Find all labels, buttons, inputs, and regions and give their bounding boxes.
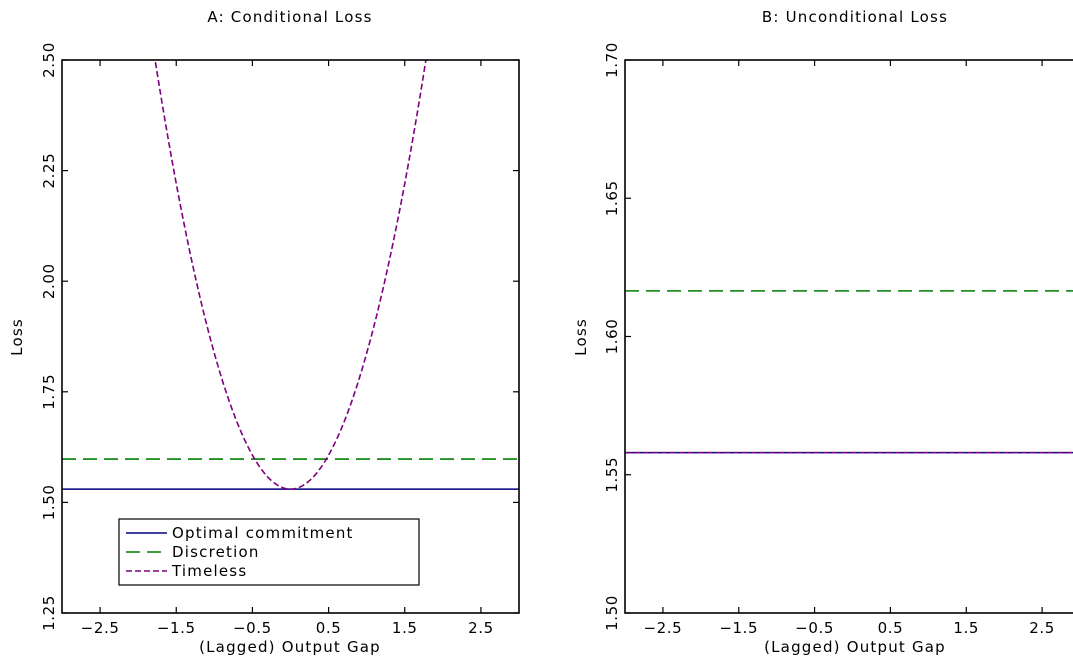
panel-a-xlabel: (Lagged) Output Gap (199, 638, 381, 656)
panel-b-unconditional-loss: B: Unconditional Loss (Lagged) Output Ga… (572, 8, 1073, 656)
panel-a-xtick-label: −2.5 (81, 619, 120, 637)
panel-a-conditional-loss: A: Conditional Loss (Lagged) Output Gap … (8, 8, 520, 656)
panel-b-plot-frame (624, 59, 1073, 614)
panel-a-legend-label: Timeless (171, 562, 247, 580)
panel-a-ytick-label: 1.25 (40, 595, 58, 631)
panel-a-ytick-label: 2.00 (40, 263, 58, 299)
panel-b-ylabel: Loss (572, 318, 590, 356)
panel-b-ytick-label: 1.50 (603, 595, 621, 631)
panel-b-xtick-label: 0.5 (878, 619, 904, 637)
panel-b-xlabel: (Lagged) Output Gap (764, 638, 946, 656)
panel-a-legend-label: Discretion (172, 543, 260, 561)
panel-b-xtick-label: −0.5 (795, 619, 834, 637)
panel-b-xtick-label: −2.5 (644, 619, 683, 637)
panel-a-ytick-label: 1.75 (40, 374, 58, 410)
panel-b-xtick-label: 1.5 (953, 619, 979, 637)
panel-a-series-timeless (154, 60, 427, 490)
panel-a-xtick-label: 0.5 (316, 619, 342, 637)
panel-b-xtick-label: −1.5 (719, 619, 758, 637)
panel-b-ytick-label: 1.70 (603, 42, 621, 78)
panel-a-plot-frame (61, 59, 520, 614)
panel-a-xtick-label: −0.5 (233, 619, 272, 637)
panel-a-title: A: Conditional Loss (207, 8, 372, 26)
panel-a-legend-label: Optimal commitment (172, 524, 354, 542)
panel-a-legend-box (118, 518, 420, 586)
panel-a-xtick-label: 2.5 (468, 619, 494, 637)
panel-b-ytick-label: 1.60 (603, 319, 621, 355)
panel-b-title: B: Unconditional Loss (762, 8, 948, 26)
panel-b-ytick-label: 1.65 (603, 180, 621, 216)
panel-b-ytick-label: 1.55 (603, 457, 621, 493)
panel-a-ytick-label: 2.25 (40, 153, 58, 189)
panel-b-xtick-label: 2.5 (1029, 619, 1055, 637)
panel-a-ylabel: Loss (8, 318, 26, 356)
panel-a-xtick-label: −1.5 (157, 619, 196, 637)
panel-a-ytick-label: 1.50 (40, 484, 58, 520)
panel-a-xtick-label: 1.5 (392, 619, 418, 637)
panel-a-ytick-label: 2.50 (40, 42, 58, 78)
